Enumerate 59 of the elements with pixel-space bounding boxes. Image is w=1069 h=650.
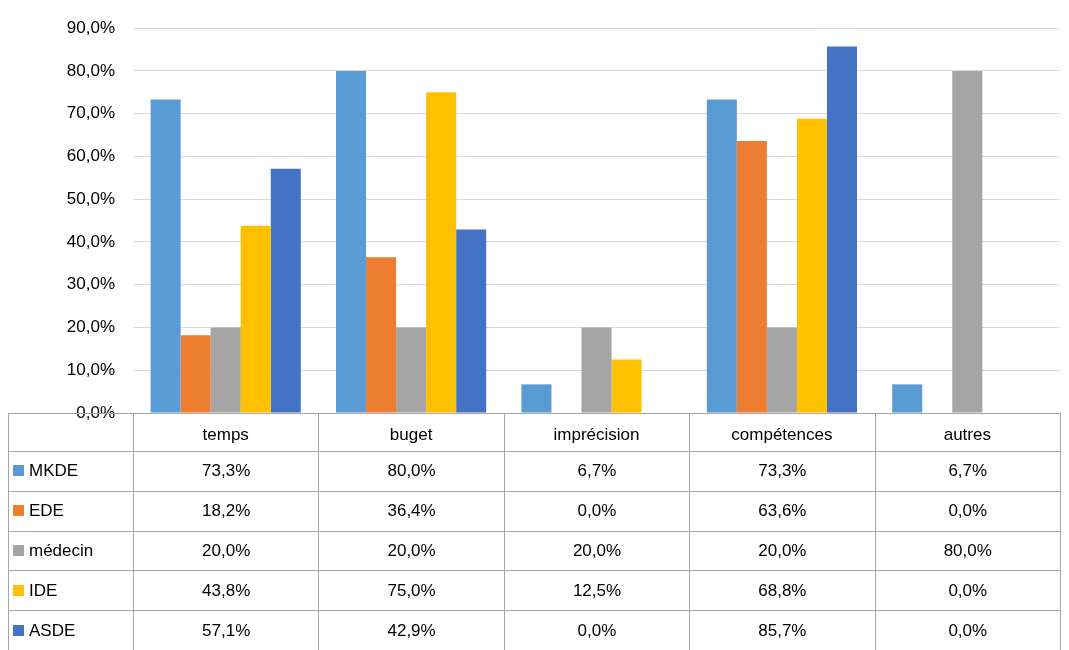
- data-label: 42,9%: [318, 610, 505, 650]
- data-label: 0,0%: [875, 610, 1061, 650]
- bar: [180, 335, 211, 413]
- bar: [706, 99, 737, 413]
- data-label: 73,3%: [689, 451, 876, 492]
- data-label: 20,0%: [504, 531, 690, 571]
- y-tick-label: 60,0%: [66, 146, 115, 166]
- legend-label: IDE: [29, 580, 58, 600]
- x-tick-label: imprécision: [553, 424, 640, 444]
- data-label: 80,0%: [318, 451, 505, 492]
- data-label: 63,6%: [689, 491, 876, 532]
- y-tick-label: 20,0%: [66, 317, 115, 337]
- x-tick-label: temps: [202, 424, 249, 444]
- bar: [270, 168, 301, 413]
- bar: [150, 99, 181, 413]
- bar: [426, 92, 457, 413]
- bar: [240, 225, 271, 413]
- data-label: 0,0%: [504, 491, 690, 532]
- data-label: 43,8%: [133, 570, 319, 611]
- bar: [796, 118, 827, 413]
- bar: [521, 384, 552, 413]
- y-tick-label: 30,0%: [66, 274, 115, 294]
- y-tick-label: 40,0%: [66, 231, 115, 251]
- y-tick-label: 50,0%: [66, 188, 115, 208]
- y-tick-label: 90,0%: [66, 17, 115, 37]
- data-label: 20,0%: [133, 531, 319, 571]
- bar: [456, 229, 487, 413]
- bar: [826, 46, 857, 413]
- data-label: 18,2%: [133, 491, 319, 532]
- x-tick-label: autres: [943, 424, 991, 444]
- bar: [611, 359, 642, 413]
- data-label: 68,8%: [689, 570, 876, 611]
- legend-label: ASDE: [29, 620, 76, 640]
- y-tick-label: 80,0%: [66, 60, 115, 80]
- x-tick-label: compétences: [731, 424, 833, 444]
- data-label: 20,0%: [318, 531, 505, 571]
- data-label: 80,0%: [875, 531, 1061, 571]
- data-label: 0,0%: [504, 610, 690, 650]
- legend-label: EDE: [29, 501, 64, 521]
- bar: [892, 384, 923, 413]
- y-tick-label: 10,0%: [66, 359, 115, 379]
- bar: [366, 257, 397, 413]
- legend-label: MKDE: [29, 461, 79, 481]
- bar: [736, 141, 767, 413]
- legend-label: médecin: [29, 540, 94, 560]
- bar: [336, 70, 367, 413]
- data-label: 85,7%: [689, 610, 876, 650]
- data-label: 12,5%: [504, 570, 690, 611]
- data-label: 57,1%: [133, 610, 319, 650]
- data-label: 0,0%: [875, 570, 1061, 611]
- data-label: 0,0%: [875, 491, 1061, 532]
- data-label: 6,7%: [504, 451, 690, 492]
- data-label: 36,4%: [318, 491, 505, 532]
- data-label: 20,0%: [689, 531, 876, 571]
- data-label: 73,3%: [133, 451, 319, 492]
- x-tick-label: buget: [389, 424, 433, 444]
- y-tick-label: 70,0%: [66, 103, 115, 123]
- data-label: 6,7%: [875, 451, 1061, 492]
- data-label: 75,0%: [318, 570, 505, 611]
